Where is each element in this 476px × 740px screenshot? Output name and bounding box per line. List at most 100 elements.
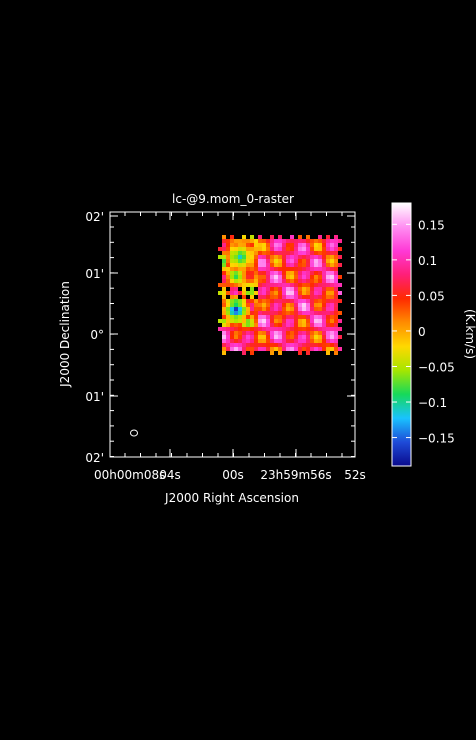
heatmap-cell: [238, 319, 242, 323]
heatmap-cell: [266, 343, 270, 347]
heatmap-cell: [330, 299, 334, 303]
heatmap-cell: [258, 267, 262, 271]
heatmap-cell: [294, 315, 298, 319]
heatmap-cell: [310, 315, 314, 319]
heatmap-cell: [318, 247, 322, 251]
heatmap-cell: [278, 315, 282, 319]
y-axis-label: J2000 Declination: [58, 281, 72, 388]
heatmap-cell: [330, 331, 334, 335]
heatmap-cell: [222, 307, 226, 311]
heatmap-cell: [326, 351, 330, 355]
heatmap-cell: [250, 323, 254, 327]
heatmap-cell: [306, 247, 310, 251]
heatmap-cell: [314, 247, 318, 251]
heatmap-cell: [242, 347, 246, 351]
heatmap-cell: [282, 347, 286, 351]
heatmap-cell: [334, 315, 338, 319]
heatmap-cell: [258, 327, 262, 331]
heatmap-cell: [230, 259, 234, 263]
heatmap-cell: [274, 271, 278, 275]
heatmap-cell: [250, 259, 254, 263]
heatmap-cell: [286, 259, 290, 263]
heatmap-cell: [294, 295, 298, 299]
heatmap-cell: [246, 271, 250, 275]
y-tick-label: 01': [85, 267, 104, 281]
heatmap-cell: [238, 339, 242, 343]
heatmap-cell: [322, 315, 326, 319]
heatmap-cell: [234, 283, 238, 287]
heatmap-cell: [226, 299, 230, 303]
heatmap-cell: [250, 343, 254, 347]
heatmap-cell: [262, 239, 266, 243]
heatmap-cell: [294, 339, 298, 343]
heatmap-cell: [310, 243, 314, 247]
heatmap-cell: [250, 319, 254, 323]
heatmap-cell: [286, 299, 290, 303]
heatmap-cell: [246, 339, 250, 343]
heatmap-cell: [230, 255, 234, 259]
heatmap-cell: [262, 295, 266, 299]
heatmap-cell: [338, 291, 342, 295]
heatmap-cell: [242, 239, 246, 243]
heatmap-cell: [246, 347, 250, 351]
heatmap-cell: [234, 335, 238, 339]
heatmap-cell: [310, 295, 314, 299]
heatmap-cell: [306, 287, 310, 291]
heatmap-cell: [250, 275, 254, 279]
heatmap-cell: [270, 299, 274, 303]
heatmap-cell: [310, 299, 314, 303]
heatmap-cell: [310, 279, 314, 283]
heatmap-image: [218, 235, 342, 355]
heatmap-cell: [318, 239, 322, 243]
heatmap-cell: [282, 327, 286, 331]
heatmap-cell: [266, 247, 270, 251]
heatmap-cell: [278, 331, 282, 335]
heatmap-cell: [270, 291, 274, 295]
heatmap-cell: [314, 239, 318, 243]
heatmap-cell: [334, 239, 338, 243]
heatmap-cell: [298, 259, 302, 263]
heatmap-cell: [330, 311, 334, 315]
heatmap-cell: [302, 319, 306, 323]
heatmap-cell: [242, 315, 246, 319]
heatmap-cell: [298, 335, 302, 339]
heatmap-cell: [246, 263, 250, 267]
heatmap-cell: [274, 267, 278, 271]
heatmap-cell: [234, 311, 238, 315]
heatmap-cell: [234, 263, 238, 267]
heatmap-cell: [242, 255, 246, 259]
heatmap-cell: [250, 263, 254, 267]
heatmap-cell: [298, 331, 302, 335]
heatmap-cell: [222, 271, 226, 275]
heatmap-cell: [326, 315, 330, 319]
x-tick-label: 04s: [159, 468, 181, 482]
heatmap-cell: [270, 327, 274, 331]
heatmap-cell: [326, 251, 330, 255]
heatmap-cell: [242, 311, 246, 315]
heatmap-cell: [322, 255, 326, 259]
heatmap-cell: [338, 299, 342, 303]
heatmap-cell: [330, 279, 334, 283]
heatmap-cell: [330, 247, 334, 251]
heatmap-cell: [270, 239, 274, 243]
heatmap-cell: [258, 323, 262, 327]
heatmap-cell: [246, 283, 250, 287]
heatmap-cell: [282, 271, 286, 275]
heatmap-cell: [286, 239, 290, 243]
heatmap-cell: [250, 331, 254, 335]
heatmap-cell: [250, 243, 254, 247]
heatmap-cell: [306, 319, 310, 323]
heatmap-cell: [310, 331, 314, 335]
heatmap-cell: [234, 287, 238, 291]
heatmap-cell: [230, 315, 234, 319]
heatmap-cell: [314, 295, 318, 299]
heatmap-cell: [222, 263, 226, 267]
heatmap-cell: [226, 279, 230, 283]
heatmap-cell: [278, 263, 282, 267]
heatmap-cell: [302, 247, 306, 251]
heatmap-cell: [314, 259, 318, 263]
heatmap-cell: [258, 235, 262, 239]
heatmap-cell: [310, 327, 314, 331]
heatmap-cell: [258, 347, 262, 351]
heatmap-cell: [334, 291, 338, 295]
